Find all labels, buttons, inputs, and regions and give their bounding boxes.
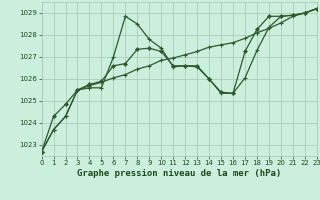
X-axis label: Graphe pression niveau de la mer (hPa): Graphe pression niveau de la mer (hPa) [77, 169, 281, 178]
